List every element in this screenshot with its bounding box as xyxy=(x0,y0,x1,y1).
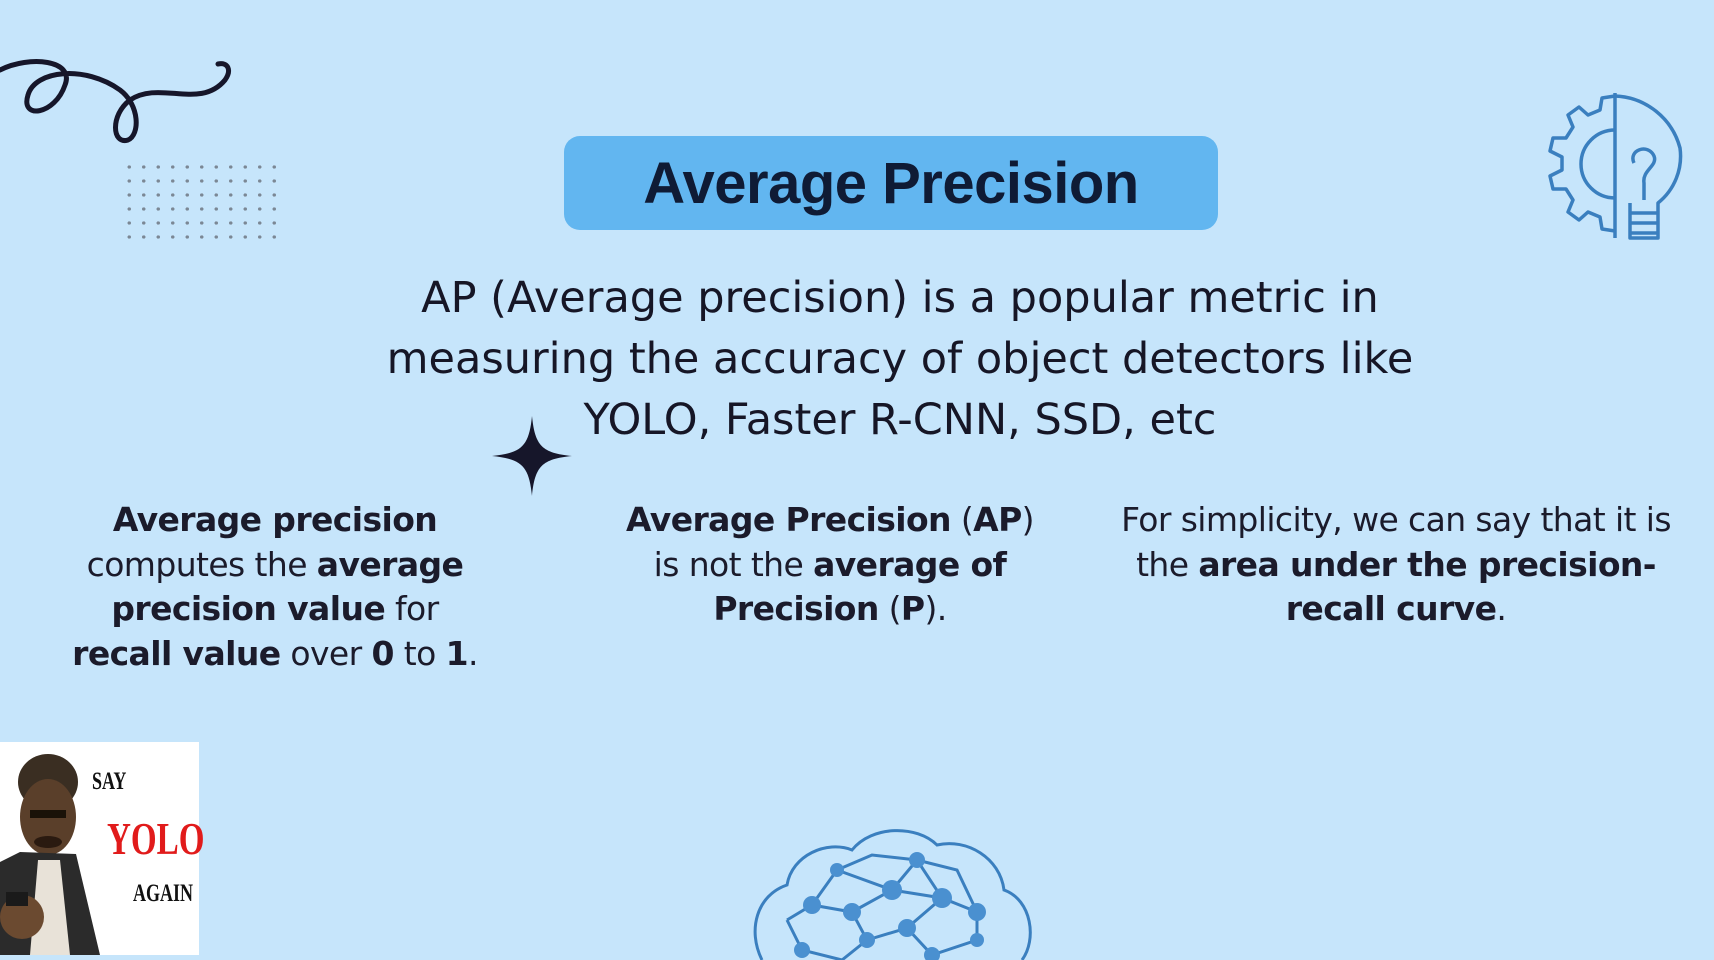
page-title: Average Precision xyxy=(643,150,1139,216)
sparkle-icon xyxy=(492,416,572,496)
intro-line: measuring the accuracy of object detecto… xyxy=(386,334,1414,384)
say-yolo-again-meme xyxy=(0,742,199,955)
title-banner: Average Precision xyxy=(564,136,1218,230)
dot-grid xyxy=(122,160,282,244)
meme-text-again: AGAIN xyxy=(133,880,194,907)
squiggle-icon xyxy=(0,59,231,143)
meme-text-say: SAY xyxy=(92,768,127,795)
intro-line: AP (Average precision) is a popular metr… xyxy=(421,273,1379,323)
intro-paragraph: AP (Average precision) is a popular metr… xyxy=(300,268,1500,451)
column-average-precision-definition: Average precision computes the average p… xyxy=(72,500,478,673)
column-area-under-curve: For simplicity, we can say that it is th… xyxy=(1121,500,1671,628)
brain-network-icon xyxy=(753,829,1032,960)
meme-figure-illustration xyxy=(0,754,100,955)
intro-line: YOLO, Faster R-CNN, SSD, etc xyxy=(583,395,1217,445)
column-ap-not-average-of-precision: Average Precision (AP) is not the averag… xyxy=(626,500,1035,628)
meme-text-yolo: YOLO xyxy=(107,813,205,864)
gear-bulb-icon xyxy=(1548,93,1683,240)
